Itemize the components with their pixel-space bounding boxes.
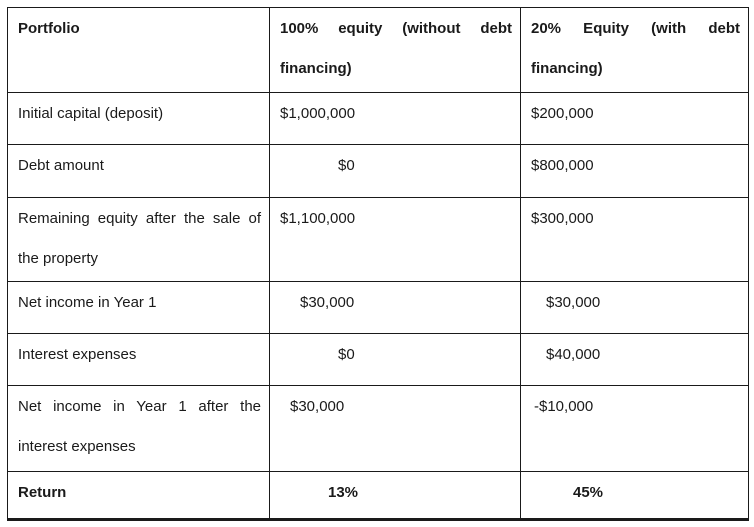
row-net-income-after-interest: Net income in Year 1 after the interest … bbox=[7, 385, 749, 472]
row-debt-amount-equity100-value: $0 bbox=[269, 144, 521, 198]
row-return-equity100-value: 13% bbox=[269, 471, 521, 520]
row-net-income-after-interest-label: Net income in Year 1 after the interest … bbox=[7, 385, 270, 472]
row-return: Return 13% 45% bbox=[7, 471, 749, 520]
row-interest-expenses-label: Interest expenses bbox=[7, 333, 270, 386]
row-initial-capital-equity20-value: $200,000 bbox=[520, 92, 749, 145]
row-net-income-year1-equity20-value: $30,000 bbox=[520, 281, 749, 334]
row-initial-capital-equity100-value: $1,000,000 bbox=[269, 92, 521, 145]
row-net-income-after-interest-equity20-value: -$10,000 bbox=[520, 385, 749, 472]
row-remaining-equity: Remaining equity after the sale of the p… bbox=[7, 197, 749, 282]
row-return-label: Return bbox=[7, 471, 270, 520]
row-initial-capital-label: Initial capital (deposit) bbox=[7, 92, 270, 145]
column-header-portfolio: Portfolio bbox=[7, 7, 270, 93]
column-header-20-equity: 20% Equity (with debt financing) bbox=[520, 7, 749, 93]
row-debt-amount: Debt amount $0 $800,000 bbox=[7, 144, 749, 198]
row-debt-amount-equity20-value: $800,000 bbox=[520, 144, 749, 198]
column-header-100-equity: 100% equity (without debt financing) bbox=[269, 7, 521, 93]
row-interest-expenses-equity20-value: $40,000 bbox=[520, 333, 749, 386]
row-net-income-year1: Net income in Year 1 $30,000 $30,000 bbox=[7, 281, 749, 334]
row-return-equity20-value: 45% bbox=[520, 471, 749, 520]
row-remaining-equity-label: Remaining equity after the sale of the p… bbox=[7, 197, 270, 282]
row-net-income-after-interest-equity100-value: $30,000 bbox=[269, 385, 521, 472]
row-net-income-year1-equity100-value: $30,000 bbox=[269, 281, 521, 334]
table-header-row: Portfolio 100% equity (without debt fina… bbox=[7, 7, 749, 93]
row-interest-expenses-equity100-value: $0 bbox=[269, 333, 521, 386]
row-remaining-equity-equity20-value: $300,000 bbox=[520, 197, 749, 282]
row-remaining-equity-equity100-value: $1,100,000 bbox=[269, 197, 521, 282]
row-interest-expenses: Interest expenses $0 $40,000 bbox=[7, 333, 749, 386]
row-initial-capital: Initial capital (deposit) $1,000,000 $20… bbox=[7, 92, 749, 145]
row-net-income-year1-label: Net income in Year 1 bbox=[7, 281, 270, 334]
portfolio-comparison-table: Portfolio 100% equity (without debt fina… bbox=[7, 7, 749, 521]
row-debt-amount-label: Debt amount bbox=[7, 144, 270, 198]
